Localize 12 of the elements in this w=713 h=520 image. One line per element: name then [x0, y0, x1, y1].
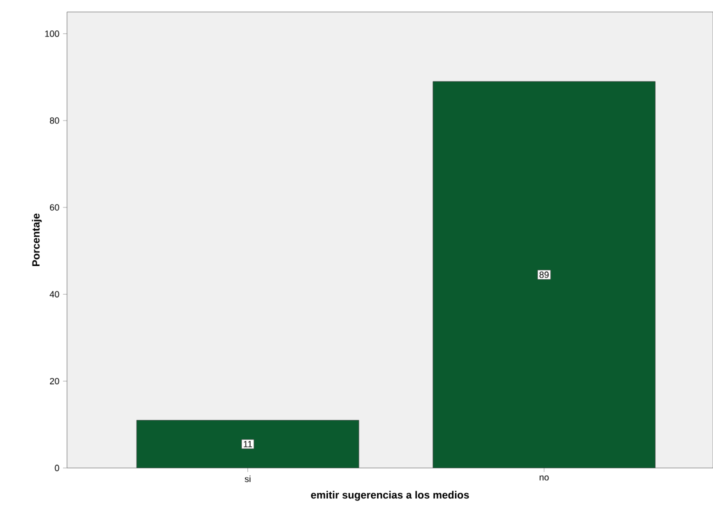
y-tick-label: 80	[50, 117, 60, 124]
x-axis-title: emitir sugerencias a los medios	[311, 490, 469, 501]
x-tick-label: si	[244, 476, 250, 482]
data-label: 89	[540, 272, 549, 278]
x-tick-label: no	[540, 476, 549, 480]
data-label: 11	[244, 441, 252, 448]
y-tick-label: 40	[50, 291, 60, 298]
y-tick-label: 60	[50, 204, 60, 211]
y-axis-title: Porcentaje	[32, 214, 42, 266]
y-tick-label: 0	[54, 464, 60, 472]
y-tick-label: 100	[45, 30, 60, 37]
y-tick-label: 20	[50, 378, 60, 384]
